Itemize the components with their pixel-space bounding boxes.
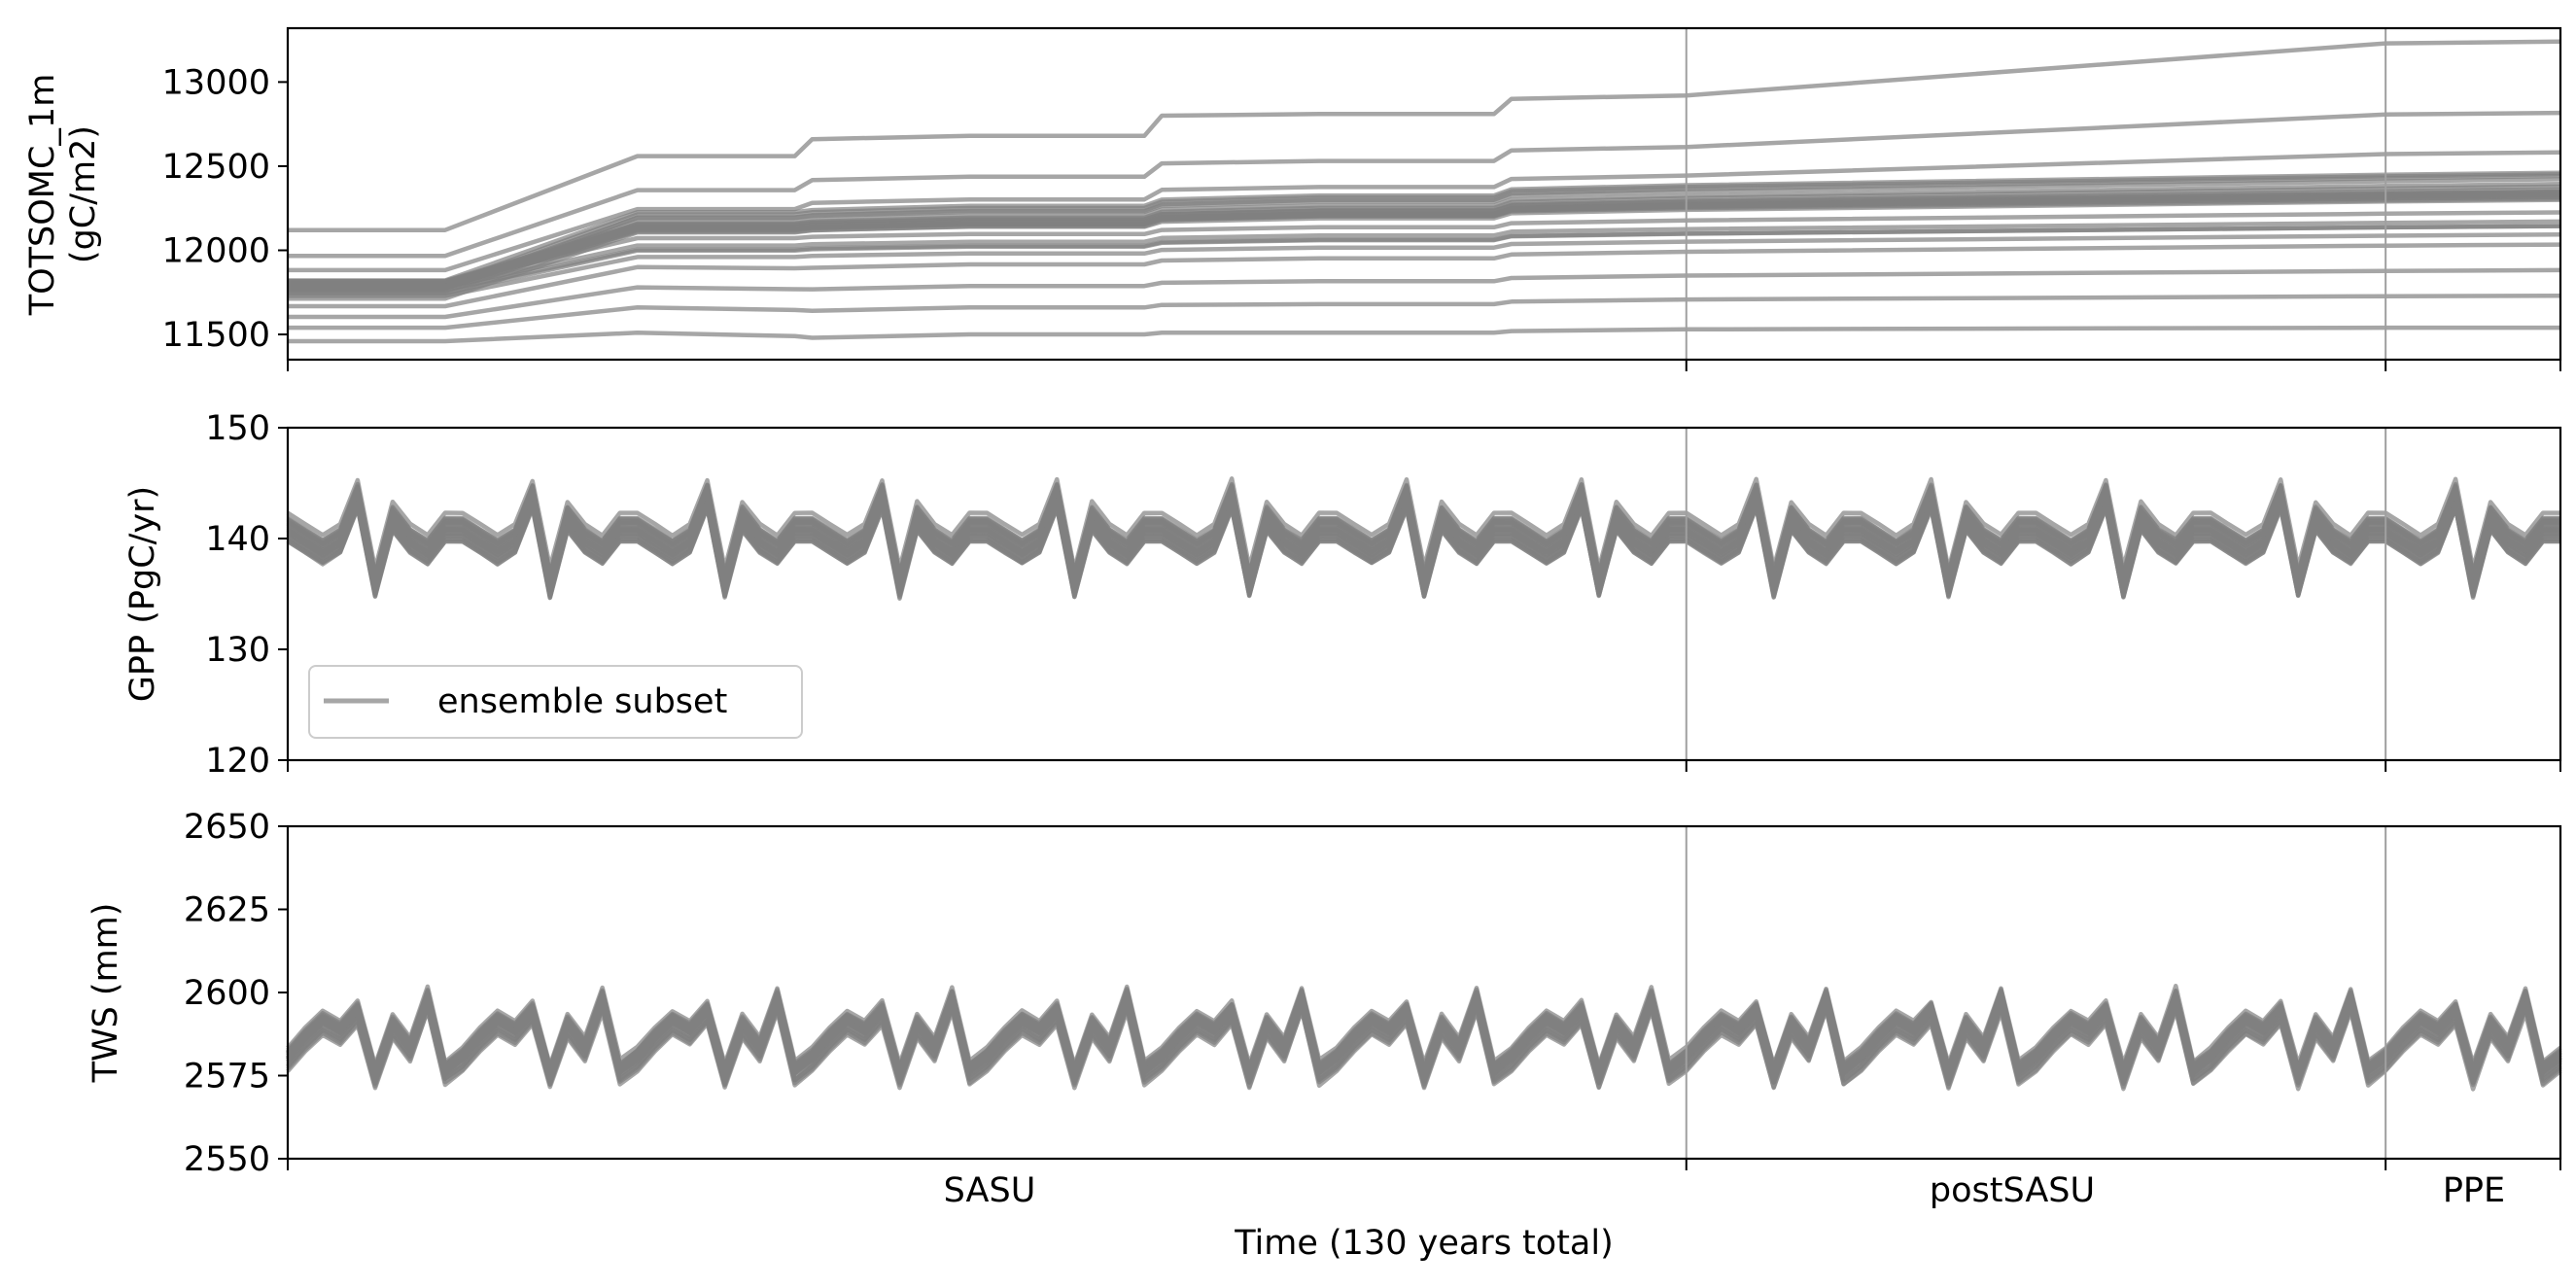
- ensemble-line-10: [288, 224, 2561, 296]
- ensemble-line-2: [288, 325, 2560, 344]
- panel-totsomc: 11500 12000 12500 13000 TOTSOMC_1m (gC/m2): [23, 26, 2562, 371]
- gpp-series-lines: [286, 476, 2561, 601]
- ensemble-line-24: [288, 184, 2561, 291]
- y-tick-label: 120: [205, 742, 270, 781]
- tws-y-ticks: 2550 2575 2600 2625 2650: [184, 808, 288, 1179]
- ensemble-line-19: [286, 505, 2561, 601]
- gpp-x-ticks: [287, 760, 2561, 772]
- tws-series-lines: [286, 983, 2562, 1092]
- tws-axes-frame: [286, 824, 2562, 1161]
- phase-label-ppe: PPE: [2443, 1171, 2505, 1210]
- y-tick-label: 2550: [184, 1140, 270, 1179]
- totsomc-ylabel-line2: (gC/m2): [64, 125, 103, 263]
- y-tick-label: 2600: [184, 974, 270, 1013]
- panel-tws: 2550 2575 2600 2625 2650 TWS (mm) SASU postS…: [87, 808, 2562, 1210]
- gpp-ylabel: GPP (PgC/yr): [123, 486, 162, 702]
- ensemble-line-17: [288, 232, 2561, 298]
- ensemble-line-11: [288, 219, 2561, 290]
- y-tick-label: 140: [205, 520, 270, 559]
- legend-label: ensemble subset: [437, 682, 727, 721]
- ensemble-line-0: [288, 39, 2561, 232]
- tws-ylabel: TWS (mm): [87, 903, 125, 1084]
- ensemble-line-25: [288, 110, 2561, 259]
- ensemble-line-15: [288, 210, 2561, 286]
- y-tick-label: 130: [205, 631, 270, 670]
- tws-x-ticks: [287, 1159, 2561, 1170]
- y-tick-label: 13000: [162, 63, 270, 102]
- legend: ensemble subset: [308, 665, 803, 739]
- phase-label-postsasu: postSASU: [1930, 1171, 2095, 1210]
- totsomc-series-lines: [288, 39, 2561, 344]
- gpp-axes-frame: [286, 426, 2562, 762]
- y-tick-label: 2650: [184, 808, 270, 847]
- tws-phase-dividers: [1685, 826, 2387, 1159]
- totsomc-axes-frame: [286, 26, 2562, 362]
- y-tick-label: 2625: [184, 891, 270, 930]
- ensemble-line-28: [288, 267, 2561, 320]
- gpp-phase-dividers: [1685, 428, 2387, 760]
- ensemble-line-24: [286, 481, 2560, 579]
- legend-box: [308, 665, 803, 739]
- ensemble-line-23: [288, 191, 2561, 301]
- ensemble-line-29: [288, 293, 2561, 331]
- totsomc-y-ticks: 11500 12000 12500 13000: [162, 63, 288, 355]
- ensemble-line-26: [288, 150, 2561, 273]
- y-tick-label: 12500: [162, 148, 270, 187]
- ensemble-line-9: [288, 173, 2561, 292]
- ensemble-line-27: [288, 242, 2561, 309]
- panel-gpp: 120 130 140 150 GPP (PgC/yr) ensemble subse…: [123, 409, 2562, 781]
- phase-label-sasu: SASU: [944, 1171, 1036, 1210]
- ensemble-line-25: [286, 989, 2562, 1073]
- x-axis-label: Time (130 years total): [1234, 1224, 1614, 1263]
- gpp-y-ticks: 120 130 140 150: [205, 409, 288, 781]
- totsomc-x-ticks: [287, 360, 2561, 371]
- y-tick-label: 2575: [184, 1058, 270, 1097]
- totsomc-ylabel-line1: TOTSOMC_1m: [23, 74, 62, 317]
- y-tick-label: 11500: [162, 316, 270, 355]
- y-tick-label: 12000: [162, 231, 270, 270]
- ensemble-line-23: [286, 486, 2560, 583]
- totsomc-phase-dividers: [1685, 28, 2387, 360]
- ensemble-line-25: [286, 499, 2561, 595]
- ensemble-line-21: [288, 170, 2561, 283]
- y-tick-label: 150: [205, 409, 270, 448]
